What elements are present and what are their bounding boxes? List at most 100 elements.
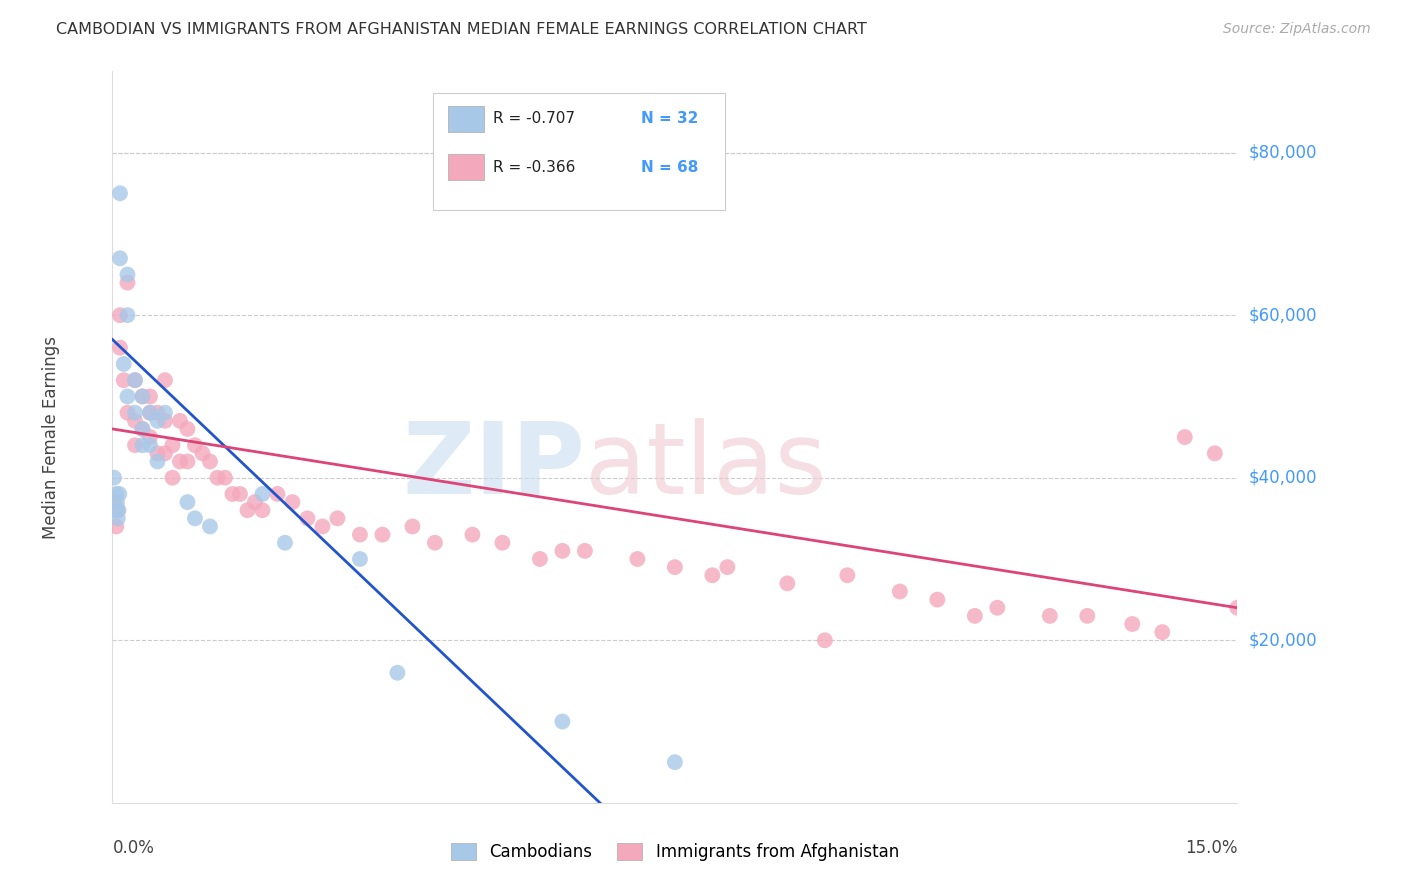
Point [131, 389, 153, 403]
Point [169, 454, 191, 468]
Point [702, 568, 724, 582]
Point [131, 422, 153, 436]
Point [963, 608, 986, 623]
Point [153, 446, 176, 460]
Text: CAMBODIAN VS IMMIGRANTS FROM AFGHANISTAN MEDIAN FEMALE EARNINGS CORRELATION CHAR: CAMBODIAN VS IMMIGRANTS FROM AFGHANISTAN… [56, 22, 868, 37]
Point [986, 600, 1008, 615]
Text: N = 32: N = 32 [641, 112, 699, 127]
Point [266, 487, 288, 501]
Point [297, 511, 319, 525]
Point [349, 552, 371, 566]
Point [107, 503, 129, 517]
Point [117, 406, 139, 420]
Point [146, 446, 169, 460]
Point [117, 308, 139, 322]
Point [1076, 608, 1098, 623]
Text: atlas: atlas [585, 417, 827, 515]
Point [371, 527, 394, 541]
Point [776, 576, 799, 591]
Point [1121, 617, 1143, 632]
Point [207, 471, 229, 485]
Point [124, 406, 146, 420]
Point [274, 535, 297, 549]
Point [551, 544, 574, 558]
Point [837, 568, 859, 582]
Point [349, 527, 371, 541]
Text: $80,000: $80,000 [1249, 144, 1317, 161]
Point [243, 495, 266, 509]
Point [191, 446, 214, 460]
Point [401, 519, 423, 533]
Point [117, 268, 139, 282]
Point [124, 438, 146, 452]
Point [184, 438, 207, 452]
Point [889, 584, 911, 599]
Text: Median Female Earnings: Median Female Earnings [42, 335, 59, 539]
Text: R = -0.707: R = -0.707 [492, 112, 575, 127]
Point [117, 389, 139, 403]
Point [927, 592, 949, 607]
Text: $60,000: $60,000 [1249, 306, 1317, 324]
Point [162, 438, 184, 452]
Point [131, 438, 153, 452]
Point [162, 471, 184, 485]
Point [236, 503, 259, 517]
Point [107, 503, 129, 517]
Text: ZIP: ZIP [402, 417, 585, 515]
Point [105, 487, 128, 501]
Point [117, 276, 139, 290]
Point [529, 552, 551, 566]
Point [131, 389, 153, 403]
FancyBboxPatch shape [433, 94, 725, 211]
Text: R = -0.366: R = -0.366 [492, 160, 575, 175]
Point [1039, 608, 1062, 623]
Point [108, 186, 131, 201]
Point [664, 560, 686, 574]
Point [252, 487, 274, 501]
Point [139, 406, 162, 420]
Point [1204, 446, 1226, 460]
Point [112, 357, 135, 371]
Text: Source: ZipAtlas.com: Source: ZipAtlas.com [1223, 22, 1371, 37]
Point [146, 454, 169, 468]
Point [139, 406, 162, 420]
Point [1226, 600, 1249, 615]
Point [131, 422, 153, 436]
Point [139, 430, 162, 444]
Point [146, 414, 169, 428]
Point [491, 535, 513, 549]
Point [124, 373, 146, 387]
Point [626, 552, 648, 566]
Point [153, 406, 176, 420]
Point [198, 519, 221, 533]
Point [716, 560, 738, 574]
Point [104, 503, 127, 517]
Point [108, 341, 131, 355]
Point [1174, 430, 1197, 444]
Point [176, 454, 198, 468]
Point [139, 389, 162, 403]
Point [326, 511, 349, 525]
Text: $20,000: $20,000 [1249, 632, 1317, 649]
Point [214, 471, 236, 485]
Point [574, 544, 596, 558]
Point [108, 487, 131, 501]
Point [103, 471, 125, 485]
Point [108, 252, 131, 266]
Text: $40,000: $40,000 [1249, 468, 1317, 487]
Point [814, 633, 837, 648]
Point [1152, 625, 1174, 640]
Point [198, 454, 221, 468]
Point [387, 665, 409, 680]
Point [664, 755, 686, 769]
Point [139, 438, 162, 452]
Point [112, 373, 135, 387]
Point [108, 308, 131, 322]
Point [146, 406, 169, 420]
Text: N = 68: N = 68 [641, 160, 699, 175]
Point [551, 714, 574, 729]
Text: 15.0%: 15.0% [1185, 839, 1237, 857]
Point [461, 527, 484, 541]
Point [221, 487, 243, 501]
Point [153, 414, 176, 428]
